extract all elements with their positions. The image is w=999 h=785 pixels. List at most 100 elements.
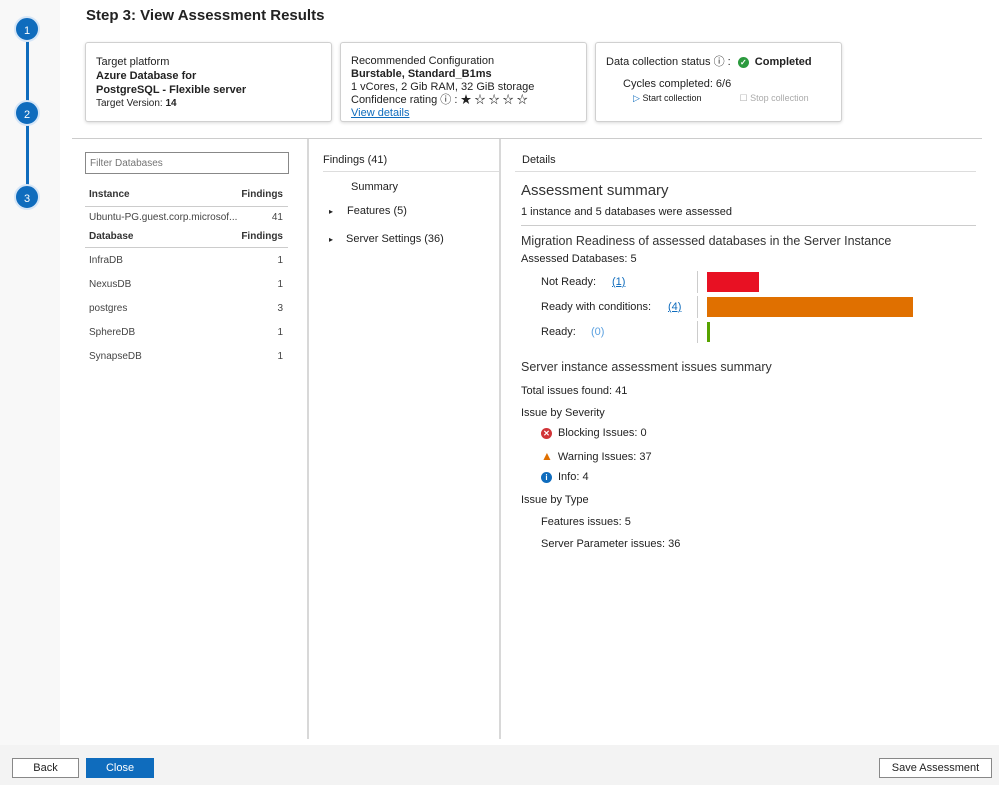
specs: 1 vCores, 2 Gib RAM, 32 GiB storage — [351, 81, 535, 93]
confidence-label: Confidence rating — [351, 94, 438, 106]
bar-axis — [697, 296, 698, 318]
findings-summary[interactable]: Summary — [351, 181, 399, 193]
params-label: Server Parameter issues: — [541, 538, 666, 550]
version-value: 14 — [165, 98, 177, 109]
check-icon: ✓ — [737, 56, 749, 68]
database-findings: 1 — [277, 279, 283, 290]
assessment-subtitle: 1 instance and 5 databases were assessed — [521, 206, 732, 218]
readiness-label: Ready with conditions: — [541, 301, 652, 313]
expand-icon[interactable]: ▸ — [329, 207, 334, 216]
readiness-count-link[interactable]: (4) — [668, 301, 682, 313]
database-name: NexusDB — [89, 279, 132, 290]
instance-row[interactable]: Ubuntu-PG.guest.corp.microsof... 41 — [89, 212, 283, 223]
filter-databases-input[interactable] — [85, 152, 289, 174]
database-name: SynapseDB — [89, 351, 142, 362]
instance-findings: 41 — [271, 212, 283, 223]
info-icon[interactable]: ⓘ — [713, 56, 725, 68]
readiness-bar — [707, 297, 913, 317]
blocking-label: Blocking Issues: — [558, 427, 638, 439]
issues-title: Server instance assessment issues summar… — [521, 360, 772, 374]
node-label: Features (5) — [347, 205, 407, 217]
card-label: Target platform — [96, 56, 170, 68]
database-findings: 1 — [277, 351, 283, 362]
database-name: postgres — [89, 303, 128, 314]
step-2[interactable]: 2 — [14, 100, 40, 126]
database-findings: 1 — [277, 327, 283, 338]
info-value: 4 — [582, 471, 589, 483]
sku: Burstable, Standard_B1ms — [351, 68, 492, 80]
save-assessment-button[interactable]: Save Assessment — [879, 758, 992, 778]
info-label: Info: — [558, 471, 580, 483]
instance-name: Ubuntu-PG.guest.corp.microsof... — [89, 212, 238, 223]
version-label: Target Version: — [96, 98, 163, 109]
database-name: InfraDB — [89, 255, 123, 266]
card-label: Data collection status — [606, 56, 711, 68]
features-value: 5 — [624, 516, 631, 528]
database-row[interactable]: NexusDB 1 — [89, 279, 283, 290]
readiness-bar — [707, 272, 759, 292]
col-header: Database — [89, 231, 134, 242]
node-label: Server Settings (36) — [346, 233, 444, 245]
readiness-bar — [707, 322, 710, 342]
features-node[interactable]: ▸ Features (5) — [329, 205, 407, 217]
readiness-label: Ready: — [541, 326, 576, 338]
database-name: SphereDB — [89, 327, 136, 338]
database-row[interactable]: InfraDB 1 — [89, 255, 283, 266]
divider — [85, 247, 288, 248]
step-1[interactable]: 1 — [14, 16, 40, 42]
database-header: Database Findings — [89, 231, 283, 242]
recommended-config-card: Recommended Configuration Burstable, Sta… — [340, 42, 587, 122]
database-findings: 1 — [277, 255, 283, 266]
view-details-link[interactable]: View details — [351, 107, 410, 119]
star-rating: ★ ☆ ☆ ☆ ☆ — [460, 94, 528, 106]
cycles-completed: Cycles completed: 6/6 — [623, 78, 732, 90]
readiness-label: Not Ready: — [541, 276, 597, 288]
readiness-count-link[interactable]: (1) — [612, 276, 626, 288]
readiness-count-link[interactable]: (0) — [591, 326, 605, 338]
database-row[interactable]: SynapseDB 1 — [89, 351, 283, 362]
col-header: Instance — [89, 189, 130, 200]
stop-collection-button[interactable]: Stop collection — [750, 93, 809, 103]
target-platform-card: Target platform Azure Database for Postg… — [85, 42, 332, 122]
expand-icon[interactable]: ▸ — [329, 235, 334, 244]
details-header: Details — [522, 154, 556, 166]
card-label: Recommended Configuration — [351, 55, 495, 67]
divider — [499, 139, 501, 739]
warning-label: Warning Issues: — [557, 451, 637, 463]
play-icon: ▷ — [633, 93, 640, 103]
warning-icon: ▲ — [541, 449, 553, 463]
col-header: Findings — [241, 189, 283, 200]
assessed-label: Assessed Databases: — [521, 253, 628, 265]
params-value: 36 — [668, 538, 681, 550]
findings-header: Findings (41) — [323, 154, 388, 166]
info-icon[interactable]: ⓘ — [440, 94, 452, 106]
start-collection-button[interactable]: Start collection — [642, 93, 702, 103]
assessment-summary-title: Assessment summary — [521, 182, 669, 199]
total-value: 41 — [615, 385, 628, 397]
error-icon: ✕ — [541, 427, 552, 439]
target-name: Azure Database for — [96, 70, 197, 82]
warning-value: 37 — [639, 451, 652, 463]
database-row[interactable]: postgres 3 — [89, 303, 283, 314]
stop-icon: ☐ — [739, 93, 748, 103]
col-header: Findings — [241, 231, 283, 242]
target-name-2: PostgreSQL - Flexible server — [96, 84, 247, 96]
back-button[interactable]: Back — [12, 758, 79, 778]
divider — [72, 138, 982, 139]
info-icon: i — [541, 471, 552, 483]
database-row[interactable]: SphereDB 1 — [89, 327, 283, 338]
divider — [85, 206, 288, 207]
assessed-count: 5 — [630, 253, 637, 265]
status-value: Completed — [754, 56, 812, 68]
type-label: Issue by Type — [521, 494, 589, 506]
bar-axis — [697, 271, 698, 293]
features-label: Features issues: — [541, 516, 622, 528]
data-collection-card: Data collection status ⓘ : ✓ Completed Cy… — [595, 42, 842, 122]
readiness-title: Migration Readiness of assessed database… — [521, 234, 892, 248]
close-button[interactable]: Close — [86, 758, 154, 778]
total-label: Total issues found: — [521, 385, 613, 397]
database-findings: 3 — [277, 303, 283, 314]
server-settings-node[interactable]: ▸ Server Settings (36) — [329, 233, 444, 245]
step-3[interactable]: 3 — [14, 184, 40, 210]
severity-label: Issue by Severity — [521, 407, 605, 419]
